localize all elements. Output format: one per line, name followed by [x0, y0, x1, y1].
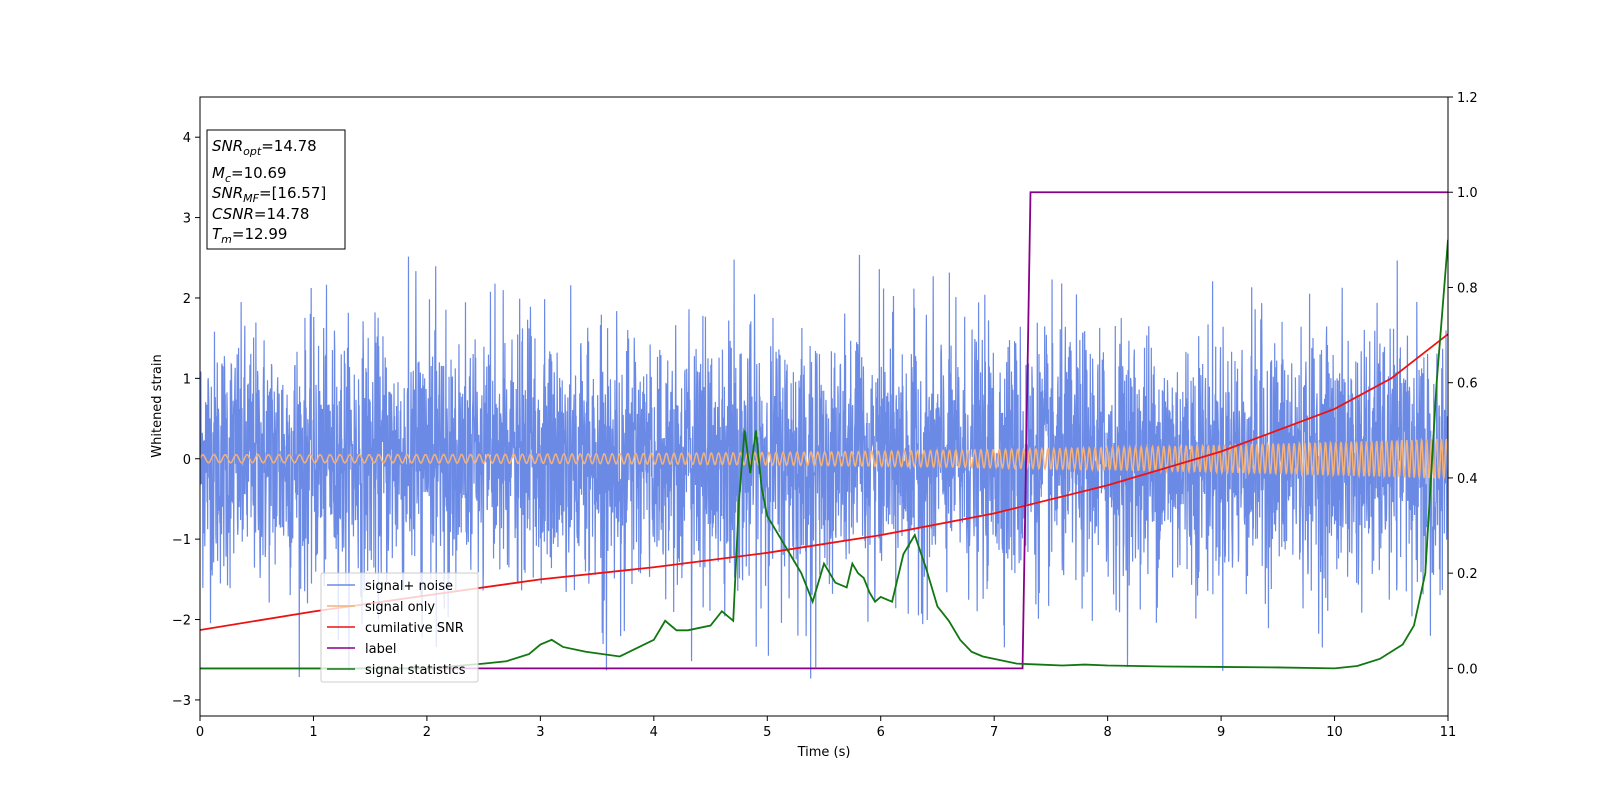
plot-frame [199, 96, 1449, 717]
annotation-snr-mf: SNRMF=[16.57] [212, 184, 326, 205]
x-tick-label: 5 [763, 725, 771, 740]
y-tick-label: 1 [183, 372, 191, 387]
annotation-snr-opt: SNRopt=14.78 [212, 137, 317, 158]
y-axis-label: Whitened strain [150, 354, 165, 457]
stats-annotation-box: SNRopt=14.78 Mc=10.69 SNRMF=[16.57] CSNR… [206, 129, 346, 250]
series-signal-only [200, 437, 1448, 481]
legend-item-signal-only: signal only [327, 600, 435, 615]
x-tick-label: 6 [877, 725, 885, 740]
y-tick-label: 4 [183, 131, 191, 146]
x-tick-label: 11 [1440, 725, 1457, 740]
annotation-mc: Mc=10.69 [212, 164, 287, 185]
x-tick-label: 1 [309, 725, 317, 740]
y2-tick-label: 1.2 [1457, 91, 1478, 106]
legend: signal+ noise signal only cumilative SNR… [320, 572, 479, 683]
x-tick-label: 0 [196, 725, 204, 740]
svg-text:signal only: signal only [365, 600, 435, 615]
x-tick-label: 8 [1103, 725, 1111, 740]
x-tick-label: 10 [1326, 725, 1343, 740]
series-signal-statistics [200, 239, 1448, 670]
x-tick-label: 9 [1217, 725, 1225, 740]
y2-tick-label: 0.4 [1457, 472, 1478, 487]
y-tick-label: 0 [183, 453, 191, 468]
x-tick-label: 4 [650, 725, 658, 740]
y2-tick-label: 1.0 [1457, 186, 1478, 201]
legend-item-cumulative-snr: cumilative SNR [327, 621, 464, 636]
y-tick-label: −3 [172, 694, 191, 709]
y-tick-label: 2 [183, 292, 191, 307]
axes: 0 1 2 3 4 5 6 7 8 9 10 11 −3 −2 −1 0 1 2 3 4 0.0 0.2 0.4 0.6 0.8… [172, 91, 1478, 740]
x-tick-label: 2 [423, 725, 431, 740]
y-tick-label: −2 [172, 614, 191, 629]
legend-item-signal-noise: signal+ noise [327, 579, 453, 594]
y2-tick-label: 0.6 [1457, 377, 1478, 392]
legend-item-label: label [327, 642, 396, 657]
y2-tick-label: 0.2 [1457, 567, 1478, 582]
x-tick-label: 7 [990, 725, 998, 740]
x-axis-label: Time (s) [797, 745, 851, 760]
svg-text:label: label [365, 642, 396, 657]
svg-text:signal statistics: signal statistics [365, 663, 466, 678]
y-tick-label: 3 [183, 212, 191, 227]
x-tick-label: 3 [536, 725, 544, 740]
y2-tick-label: 0.8 [1457, 281, 1478, 296]
svg-text:signal+ noise: signal+ noise [365, 579, 453, 594]
svg-text:cumilative SNR: cumilative SNR [365, 621, 464, 636]
annotation-csnr: CSNR=14.78 [212, 205, 309, 223]
legend-item-signal-statistics: signal statistics [327, 663, 466, 678]
y-tick-label: −1 [172, 533, 191, 548]
y2-tick-label: 0.0 [1457, 662, 1478, 677]
series-label [200, 191, 1448, 670]
annotation-tm: Tm=12.99 [212, 225, 287, 246]
